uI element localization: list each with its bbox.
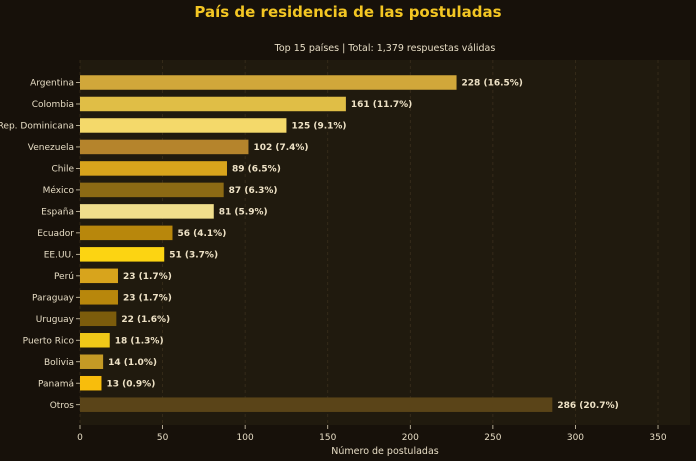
x-axis-label: Número de postuladas	[331, 446, 439, 457]
bar-m-xico	[80, 182, 224, 198]
bar-chile	[80, 161, 227, 176]
y-tick-label: Bolivia	[44, 358, 74, 368]
y-tick-label: España	[41, 208, 74, 218]
y-tick-label: Chile	[51, 165, 74, 175]
bar-value-label: 23 (1.7%)	[123, 272, 172, 282]
plot-area	[80, 60, 690, 425]
bar-puerto-rico	[80, 333, 110, 348]
bar-value-label: 18 (1.3%)	[115, 336, 164, 346]
x-tick-label: 50	[157, 433, 169, 443]
y-tick-label: Uruguay	[36, 315, 75, 325]
y-tick-label: Venezuela	[28, 143, 74, 153]
x-ticks: 0 50 100 150 200 250 300 350	[77, 425, 667, 443]
bar-value-label: 161 (11.7%)	[351, 100, 412, 110]
y-tick-label: Puerto Rico	[23, 336, 75, 346]
bar-per-	[80, 268, 118, 284]
x-tick-label: 200	[402, 433, 419, 443]
bar-ecuador	[80, 225, 173, 241]
y-tick-label: Ecuador	[37, 229, 74, 239]
y-tick-label: Perú	[54, 272, 74, 282]
bar-bolivia	[80, 354, 104, 369]
bar-value-label: 87 (6.3%)	[229, 186, 278, 196]
x-tick-label: 250	[484, 433, 501, 443]
bar-value-label: 13 (0.9%)	[106, 379, 155, 389]
bar-ee-uu-	[80, 247, 165, 262]
bar-rep-dominicana	[80, 118, 287, 133]
bar-otros	[80, 397, 553, 412]
x-tick-label: 150	[319, 433, 336, 443]
y-tick-label: Panamá	[38, 379, 74, 389]
y-tick-label: Paraguay	[32, 294, 75, 304]
bar-espa-a	[80, 204, 214, 219]
bar-venezuela	[80, 139, 249, 155]
bar-value-label: 51 (3.7%)	[169, 251, 218, 261]
bar-panam-	[80, 375, 102, 391]
bar-value-label: 22 (1.6%)	[121, 315, 170, 325]
x-tick-label: 300	[567, 433, 584, 443]
bar-value-label: 228 (16.5%)	[462, 79, 523, 89]
bar-value-label: 286 (20.7%)	[557, 401, 618, 411]
chart-title: País de residencia de las postuladas	[194, 3, 502, 21]
bar-colombia	[80, 96, 346, 112]
bar-paraguay	[80, 290, 118, 305]
y-tick-label: México	[43, 185, 75, 196]
bar-value-label: 23 (1.7%)	[123, 294, 172, 304]
x-tick-label: 0	[77, 433, 83, 443]
y-tick-label: Otros	[50, 401, 75, 411]
chart-subtitle: Top 15 países | Total: 1,379 respuestas …	[274, 43, 496, 54]
y-tick-label: Argentina	[30, 79, 74, 89]
bar-value-label: 102 (7.4%)	[253, 143, 308, 153]
y-tick-label: Colombia	[32, 100, 74, 110]
bars: 228 (16.5%) 161 (11.7%) 125 (9.1%) 102 (7.4…	[80, 75, 619, 412]
x-tick-label: 100	[237, 433, 254, 443]
bar-value-label: 89 (6.5%)	[232, 165, 281, 175]
x-tick-label: 350	[649, 433, 666, 443]
y-tick-labels: Argentina Colombia Rep. Dominicana Venezuel…	[0, 79, 80, 411]
bar-value-label: 14 (1.0%)	[108, 358, 157, 368]
bar-uruguay	[80, 311, 117, 327]
bar-value-label: 81 (5.9%)	[219, 208, 268, 218]
bar-value-label: 125 (9.1%)	[291, 122, 346, 132]
y-tick-label: Rep. Dominicana	[0, 122, 74, 132]
bar-value-label: 56 (4.1%)	[177, 229, 226, 239]
y-tick-label: EE.UU.	[44, 251, 74, 261]
bar-argentina	[80, 75, 457, 90]
